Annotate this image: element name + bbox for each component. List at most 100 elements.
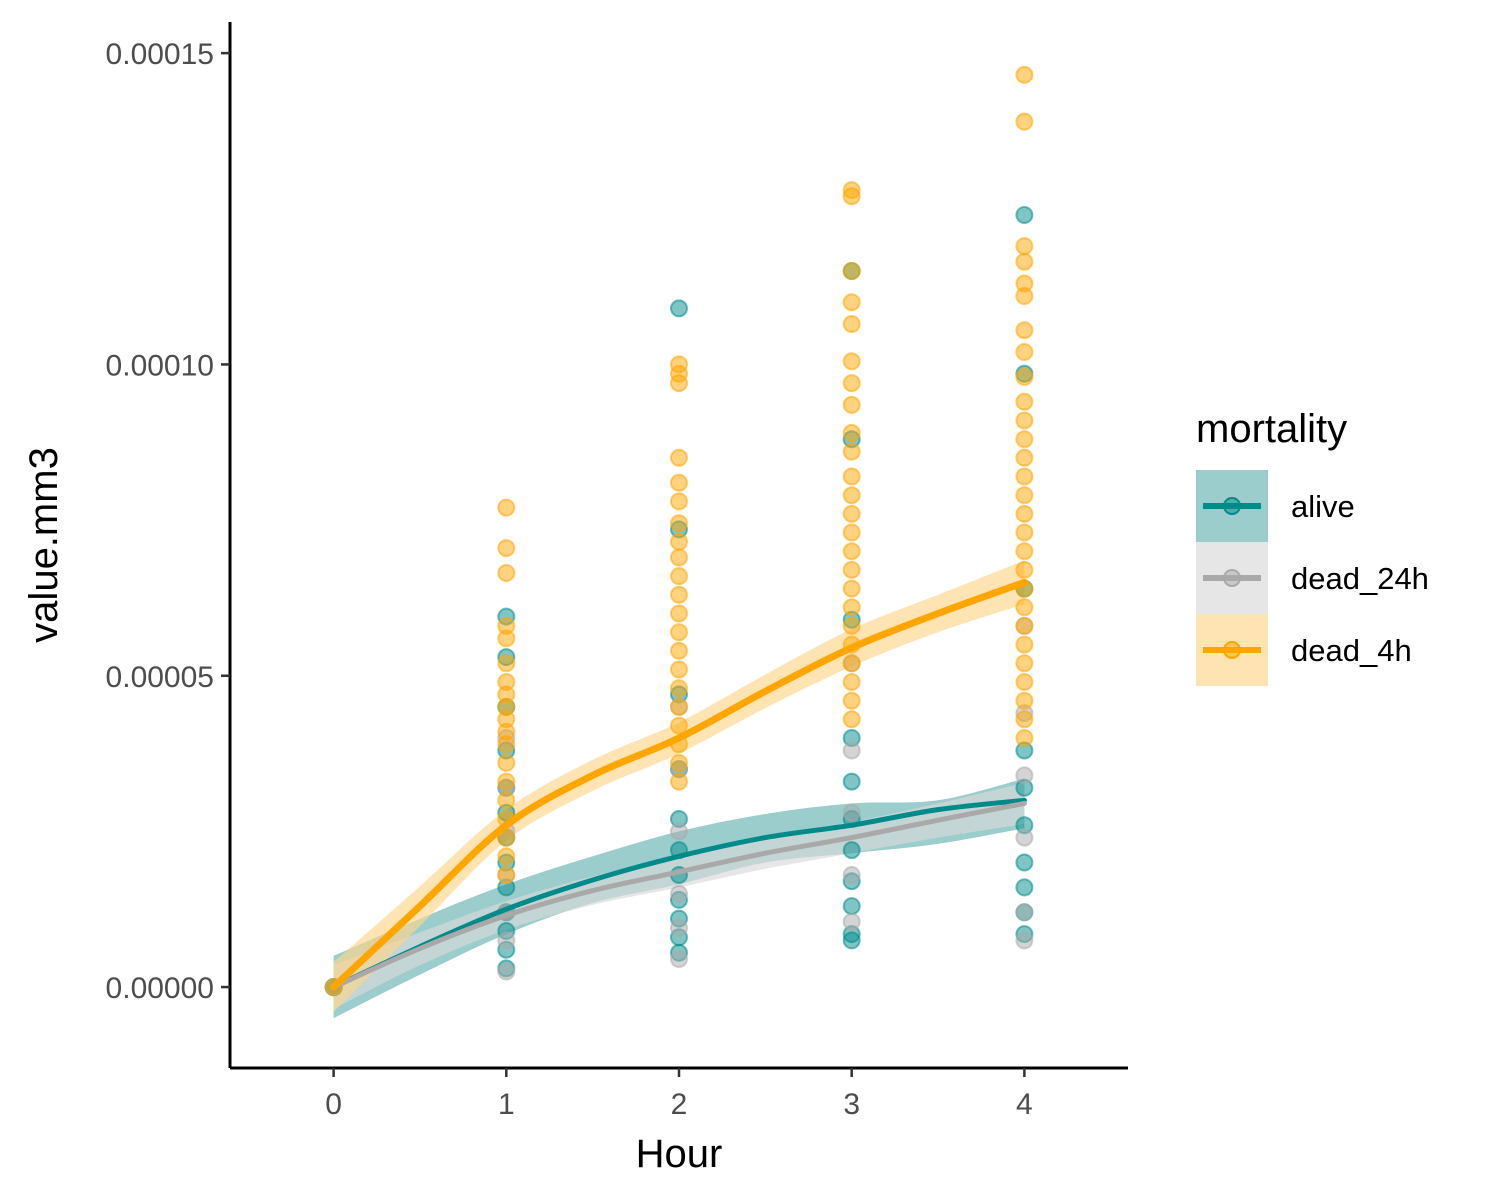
point-dead-4h-hour-2: [670, 697, 688, 716]
x-axis-title: Hour: [636, 1132, 723, 1176]
point-dead-4h-hour-2: [670, 753, 688, 772]
point-dead-24h-hour-2: [670, 950, 688, 968]
point-alive-hour-4: [1015, 206, 1034, 224]
point-dead-4h-hour-2: [670, 374, 688, 393]
point-dead-4h-hour-2: [670, 514, 688, 533]
point-dead-4h-hour-1: [497, 791, 516, 810]
point-dead-4h-hour-4: [1015, 616, 1034, 635]
legend-label-dead-24h: dead_24h: [1291, 561, 1429, 596]
point-alive-hour-4: [1015, 878, 1034, 897]
point-dead-24h-hour-3: [842, 803, 861, 822]
point-dead-4h-hour-4: [1015, 654, 1034, 673]
point-dead-4h-hour-3: [842, 710, 861, 729]
x-tick-label: 1: [498, 1088, 515, 1121]
point-dead-4h-hour-1: [497, 498, 516, 517]
point-dead-4h-hour-4: [1015, 710, 1034, 729]
point-dead-4h-hour-3: [842, 691, 861, 710]
legend-key-point-alive: [1223, 497, 1241, 515]
point-alive-hour-4: [1015, 853, 1034, 872]
point-dead-4h-hour-2: [670, 772, 688, 791]
point-alive-hour-2: [670, 299, 688, 318]
point-dead-4h-hour-3: [842, 579, 861, 598]
point-dead-24h-hour-3: [842, 912, 861, 931]
point-dead-4h-hour-1: [497, 866, 516, 884]
point-dead-4h-hour-3: [842, 352, 861, 371]
point-dead-4h-hour-2: [670, 679, 688, 698]
point-dead-4h-hour-3: [842, 374, 861, 393]
point-dead-4h-hour-4: [1015, 448, 1034, 467]
point-dead-4h-hour-4: [1015, 486, 1034, 505]
point-dead-4h-hour-4: [1015, 523, 1034, 542]
point-dead-4h-hour-4: [1015, 237, 1034, 256]
point-dead-24h-hour-3: [842, 741, 861, 760]
y-tick-label: 0.00010: [106, 349, 214, 382]
y-axis-ticks: 0.00000 0.00005 0.00010 0.00015: [106, 38, 230, 1005]
point-dead-4h-hour-4: [1015, 112, 1034, 131]
point-dead-4h-hour-1: [497, 772, 516, 791]
point-dead-4h-hour-4: [1015, 467, 1034, 486]
point-dead-4h-hour-4: [1015, 65, 1034, 84]
x-tick-label: 0: [325, 1088, 342, 1121]
point-dead-4h-hour-3: [842, 293, 861, 312]
point-dead-4h-hour-2: [670, 492, 688, 511]
point-dead-4h-hour-3: [842, 654, 861, 673]
point-dead-4h-hour-2: [670, 716, 688, 735]
point-dead-4h-hour-1: [497, 629, 516, 648]
point-dead-4h-hour-3: [842, 560, 861, 579]
point-dead-4h-hour-4: [1015, 343, 1034, 361]
point-dead-4h-hour-3: [842, 467, 861, 486]
point-dead-4h-hour-2: [670, 548, 688, 567]
point-dead-4h-hour-1: [497, 654, 516, 673]
point-dead-4h-hour-2: [670, 660, 688, 679]
point-dead-4h-hour-2: [670, 623, 688, 642]
point-dead-4h-hour-2: [670, 641, 688, 660]
point-dead-4h-hour-3: [842, 673, 861, 691]
point-dead-4h-hour-2: [670, 532, 688, 551]
point-dead-24h-hour-1: [497, 962, 516, 981]
y-axis-title: value.mm3: [22, 447, 66, 643]
point-dead-24h-hour-1: [497, 931, 516, 950]
point-alive-hour-3: [842, 841, 861, 860]
point-dead-24h-hour-4: [1015, 828, 1034, 847]
x-axis-ticks: 0 1 2 3 4: [325, 1068, 1033, 1121]
point-dead-4h-hour-3: [842, 442, 861, 461]
point-dead-4h-hour-2: [670, 473, 688, 492]
point-alive-hour-3: [842, 897, 861, 916]
point-dead-4h-hour-3: [842, 187, 861, 206]
point-dead-24h-hour-2: [670, 822, 688, 841]
point-dead-4h-hour-2: [670, 448, 688, 467]
point-dead-24h-hour-4: [1015, 766, 1034, 785]
point-dead-4h-hour-4: [1015, 560, 1034, 579]
point-dead-4h-hour-4: [1015, 635, 1034, 654]
y-tick-label: 0.00000: [106, 972, 214, 1005]
point-dead-4h-hour-2: [670, 567, 688, 586]
point-dead-24h-hour-4: [1015, 931, 1034, 950]
point-dead-4h-hour-3: [842, 423, 861, 442]
trend-line-dead-4h: [330, 578, 1028, 991]
legend-key-point-dead-4h: [1223, 641, 1241, 659]
legend-label-dead-4h: dead_4h: [1291, 633, 1412, 668]
point-dead-4h-hour-4: [1015, 367, 1034, 386]
trend-lines: [330, 578, 1028, 991]
point-dead-4h-hour-4: [1015, 321, 1034, 340]
point-dead-4h-hour-4: [1015, 729, 1034, 747]
point-dead-4h-hour-4: [1015, 287, 1034, 305]
point-dead-4h-hour-4: [1015, 252, 1034, 271]
point-dead-4h-hour-4: [1015, 542, 1034, 561]
y-tick-label: 0.00015: [106, 38, 214, 71]
point-dead-4h-hour-4: [1015, 673, 1034, 691]
point-dead-4h-hour-3: [842, 395, 861, 414]
point-dead-4h-hour-4: [1015, 411, 1034, 430]
point-dead-4h-hour-2: [670, 585, 688, 604]
point-dead-4h-hour-4: [1015, 430, 1034, 449]
point-dead-4h-hour-3: [842, 523, 861, 542]
point-dead-24h-hour-3: [842, 866, 861, 884]
x-tick-label: 3: [843, 1088, 860, 1121]
point-dead-4h-hour-4: [1015, 691, 1034, 710]
point-dead-24h-hour-4: [1015, 903, 1034, 922]
point-dead-4h-hour-4: [1015, 598, 1034, 617]
point-alive-hour-3: [842, 772, 861, 791]
x-tick-label: 2: [671, 1088, 688, 1121]
point-dead-4h-hour-1: [497, 847, 516, 866]
